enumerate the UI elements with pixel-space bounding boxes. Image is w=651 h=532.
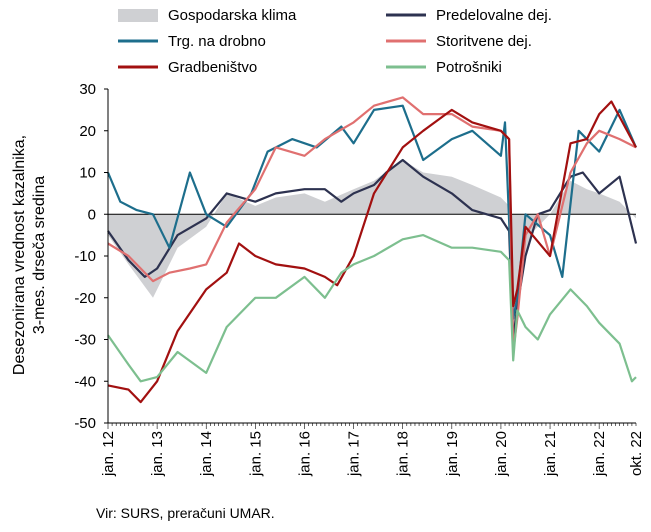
line-series-4: [107, 234, 637, 383]
line-series-0: [107, 158, 638, 341]
x-tick-label: jan. 22: [591, 431, 608, 477]
x-tick-label: jan. 18: [395, 431, 412, 477]
legend-label: Trg. na drobno: [168, 33, 266, 50]
y-tick-label: -30: [74, 332, 96, 349]
x-tick-label: jan. 12: [100, 431, 117, 477]
legend-label: Potrošniki: [436, 59, 502, 76]
legend-label: Gospodarska klima: [168, 7, 297, 24]
y-tick-label: 10: [79, 165, 96, 182]
legend-label: Predelovalne dej.: [436, 7, 552, 24]
line-series-group: [106, 96, 638, 404]
area-series-group: [108, 160, 636, 332]
y-axis-label-line-1: Desezonirana vrednost kazalnika,: [11, 135, 28, 375]
y-tick-label: 0: [88, 206, 96, 223]
line-series-2: [107, 96, 637, 354]
x-tick-label: jan. 15: [247, 431, 264, 477]
legend-label: Gradbeništvo: [168, 59, 257, 76]
line-series-3: [107, 100, 637, 404]
x-tick-label: okt. 22: [628, 431, 645, 476]
area-series-0: [108, 160, 636, 332]
x-tick-label: jan. 13: [149, 431, 166, 477]
legend-swatch: [118, 9, 158, 22]
chart-canvas: Gospodarska klima Predelovalne dej. Trg. n…: [11, 7, 645, 477]
x-tick-label: jan. 21: [542, 431, 559, 477]
y-tick-label: 20: [79, 123, 96, 140]
x-tick-label: jan. 14: [198, 431, 215, 477]
legend: Gospodarska klima Predelovalne dej. Trg. n…: [118, 7, 552, 76]
y-tick-label: -10: [74, 248, 96, 265]
legend-label: Storitvene dej.: [436, 33, 532, 50]
x-tick-label: jan. 20: [493, 431, 510, 477]
y-tick-label: -20: [74, 290, 96, 307]
y-tick-label: 30: [79, 81, 96, 98]
x-tick-label: jan. 16: [297, 431, 314, 477]
y-tick-label: -50: [74, 415, 96, 432]
source-note: Vir: SURS, preračuni UMAR.: [96, 505, 275, 521]
x-tick-label: jan. 19: [444, 431, 461, 477]
x-tick-label: jan. 17: [346, 431, 363, 477]
y-axis-label-line-2: 3-mes. drseča sredina: [31, 176, 48, 334]
y-tick-label: -40: [74, 373, 96, 390]
